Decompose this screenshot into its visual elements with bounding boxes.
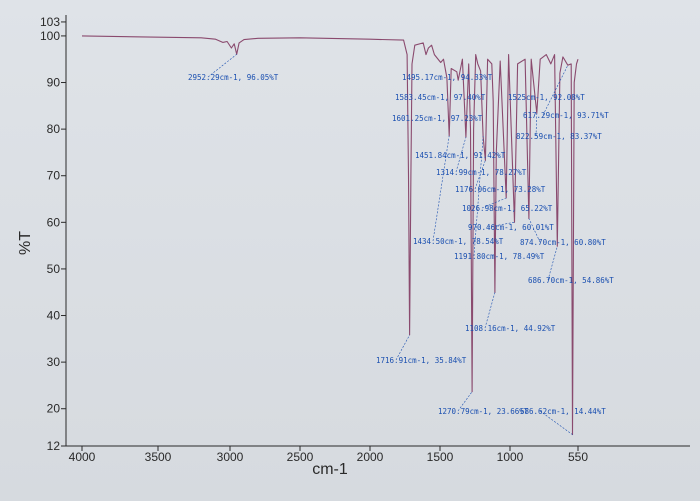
peak-label: 970.46cm-1, 60.01%T bbox=[468, 223, 554, 232]
peak-label: 822.59cm-1, 83.37%T bbox=[516, 132, 602, 141]
y-tick-label: 40 bbox=[47, 309, 61, 323]
peak-label: 1601.25cm-1, 97.23%T bbox=[392, 114, 483, 123]
peak-leader-line bbox=[473, 136, 484, 257]
x-axis-title: cm-1 bbox=[312, 461, 348, 478]
peak-label: 1451.84cm-1, 91.42%T bbox=[415, 151, 506, 160]
peak-leader-line bbox=[528, 218, 541, 243]
y-tick-label: 90 bbox=[47, 76, 61, 90]
y-tick-label: 50 bbox=[47, 262, 61, 276]
peak-label: 1583.45cm-1, 97.40%T bbox=[395, 93, 486, 102]
peak-leader-line bbox=[484, 292, 496, 329]
x-tick-label: 3000 bbox=[217, 450, 244, 464]
peak-label: 1026.98cm-1, 65.22%T bbox=[462, 204, 553, 213]
peak-leader-line bbox=[542, 65, 569, 116]
x-tick-label: 2000 bbox=[357, 450, 384, 464]
y-tick-label: 100 bbox=[40, 29, 60, 43]
y-tick-label: 30 bbox=[47, 355, 61, 369]
x-tick-label: 1500 bbox=[427, 450, 454, 464]
peak-leader-line bbox=[395, 334, 410, 361]
peak-leader-line bbox=[207, 54, 237, 78]
peak-label: 686.70cm-1, 54.86%T bbox=[528, 276, 614, 285]
peak-leader-line bbox=[547, 246, 558, 281]
x-tick-label: 1000 bbox=[497, 450, 524, 464]
peak-label: 586.62cm-1, 14.44%T bbox=[520, 407, 606, 416]
peak-label: 1495.17cm-1, 94.33%T bbox=[402, 73, 493, 82]
x-tick-label: 2500 bbox=[287, 450, 314, 464]
peak-leader-line bbox=[539, 410, 573, 435]
y-axis-title: %T bbox=[17, 231, 34, 255]
peak-annotation-layer: 2952.29cm-1, 96.05%T 1495.17cm-1, 94.33%T… bbox=[188, 54, 614, 435]
y-tick-label: 12 bbox=[47, 439, 61, 453]
peak-leader-line bbox=[432, 135, 450, 242]
y-tick-label: 80 bbox=[47, 122, 61, 136]
x-tick-label: 4000 bbox=[69, 450, 96, 464]
peak-label: 1525cm-1, 92.08%T bbox=[508, 93, 585, 102]
peak-label: 1108.16cm-1, 44.92%T bbox=[465, 324, 556, 333]
y-tick-label: 60 bbox=[47, 215, 61, 229]
peak-label: 1716.91cm-1, 35.84%T bbox=[376, 356, 467, 365]
spectrum-series-line bbox=[81, 35, 579, 436]
peak-leader-line bbox=[481, 197, 507, 209]
peak-label: 1270.79cm-1, 23.66%T bbox=[438, 407, 529, 416]
peak-leader-line bbox=[457, 391, 473, 412]
spectrum-layer bbox=[81, 35, 579, 436]
x-tick-label: 3500 bbox=[145, 450, 172, 464]
peak-label: 874.70cm-1, 60.80%T bbox=[520, 238, 606, 247]
peak-label: 1434.50cm-1, 78.54%T bbox=[413, 237, 504, 246]
peak-label: 1176.06cm-1, 73.28%T bbox=[455, 185, 546, 194]
x-tick-label: 550 bbox=[568, 450, 588, 464]
peak-label: 1314.99cm-1, 78.27%T bbox=[436, 168, 527, 177]
peak-leader-line bbox=[487, 221, 515, 228]
y-tick-label: 103 bbox=[40, 15, 60, 29]
peak-label: 617.29cm-1, 93.71%T bbox=[523, 111, 609, 120]
peak-leader-line bbox=[455, 137, 467, 173]
peak-label: 1191.80cm-1, 78.49%T bbox=[454, 252, 545, 261]
y-tick-label: 70 bbox=[47, 169, 61, 183]
y-tick-label: 20 bbox=[47, 402, 61, 416]
peak-label: 2952.29cm-1, 96.05%T bbox=[188, 73, 279, 82]
peak-leader-line bbox=[535, 113, 538, 137]
